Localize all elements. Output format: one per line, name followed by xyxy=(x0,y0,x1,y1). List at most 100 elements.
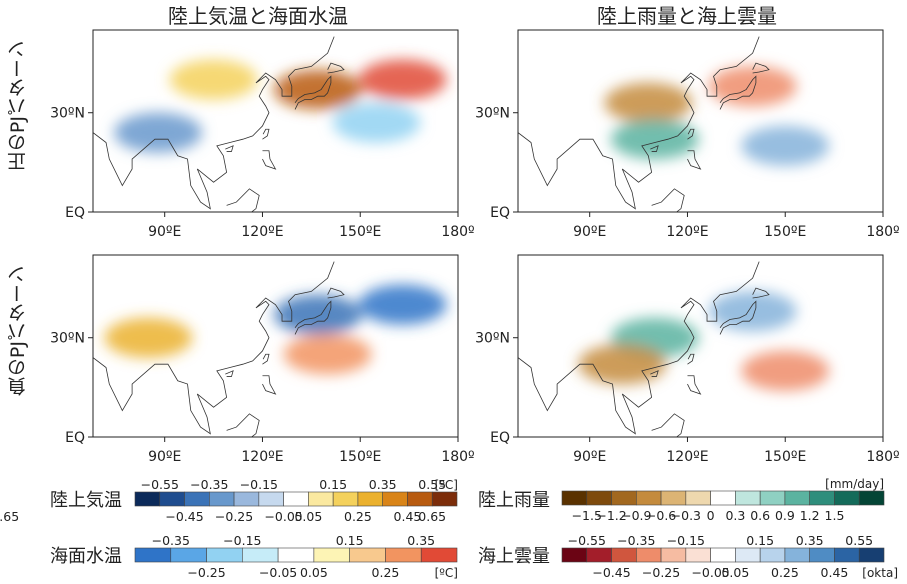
colorbar-tick-label: −0.65 xyxy=(0,509,19,524)
coastline-segment xyxy=(719,300,757,335)
colorbar-swatch xyxy=(759,490,786,506)
colorbar-swatch xyxy=(611,490,637,506)
map-frame xyxy=(517,254,884,438)
colorbar-tick-label: 0.05 xyxy=(300,565,328,580)
colorbar-swatch xyxy=(660,547,687,563)
x-tick-label: 90ºE xyxy=(573,449,606,465)
colorbar-swatch xyxy=(858,547,885,563)
map-panel: 90ºE 120ºE 150ºE 180º 30ºN EQ xyxy=(475,254,900,465)
colorbar-tick-label: −1.5 xyxy=(572,508,602,523)
map-panel: 90ºE 120ºE 150ºE 180º 30ºN EQ xyxy=(50,254,475,465)
x-tick-label: 90ºE xyxy=(573,224,606,240)
x-tick-label: 180º xyxy=(441,224,474,240)
x-tick-label: 120ºE xyxy=(241,224,283,240)
anomaly-center xyxy=(283,334,372,375)
colorbar-swatch xyxy=(636,547,662,563)
colorbar-tick-label: −0.55 xyxy=(141,477,179,492)
colorbar-label: 陸上雨量 xyxy=(478,490,550,511)
colorbar-swatch xyxy=(382,491,408,507)
colorbar-tick-label: −0.6 xyxy=(646,508,676,523)
colorbar-swatch xyxy=(586,547,612,563)
anomaly-blobs xyxy=(114,59,447,153)
x-tick-label: 90ºE xyxy=(148,449,181,465)
coastline-segment xyxy=(651,188,685,212)
colorbar-swatch xyxy=(685,490,711,506)
column-title-precipitation: 陸上雨量と海上雲量 xyxy=(597,4,777,28)
anomaly-field xyxy=(93,261,447,437)
colorbar-swatch xyxy=(357,491,383,507)
colorbar-swatch xyxy=(332,491,359,507)
y-tick-label: EQ xyxy=(65,430,85,446)
colorbar-tick-label: −0.05 xyxy=(264,509,302,524)
anomaly-field xyxy=(93,36,447,212)
coastline-segment xyxy=(226,188,260,212)
colorbar-tick-label: 0.35 xyxy=(369,477,397,492)
colorbar-tick-label: 1.2 xyxy=(800,508,820,523)
colorbar-swatch xyxy=(431,491,458,507)
colorbar-swatch xyxy=(735,490,761,506)
colorbar-swatch xyxy=(834,490,860,506)
anomaly-center xyxy=(114,112,203,153)
colorbar-tick-label: −0.05 xyxy=(691,565,729,580)
colorbar-label: 海上雲量 xyxy=(478,546,550,567)
coastline-segment xyxy=(225,145,234,152)
anomaly-center xyxy=(741,125,830,166)
coastline-segment xyxy=(225,370,234,377)
anomaly-field xyxy=(518,261,830,437)
anomaly-center xyxy=(104,317,193,358)
coastline-segment xyxy=(93,36,335,210)
x-tick-label: 180º xyxy=(866,224,899,240)
map-panel: 90ºE 120ºE 150ºE 180º 30ºN EQ xyxy=(50,29,475,240)
anomaly-center xyxy=(741,350,830,391)
coastline-segment xyxy=(651,413,685,437)
colorbar-tick-label: 0.55 xyxy=(845,533,873,548)
anomaly-center xyxy=(604,82,693,123)
anomaly-field xyxy=(518,36,830,212)
colorbar-tick-label: 0.35 xyxy=(407,533,435,548)
colorbar-swatch xyxy=(134,491,161,507)
colorbar-swatch xyxy=(784,547,810,563)
colorbar-tick-label: −0.15 xyxy=(667,533,705,548)
y-tick-label: 30ºN xyxy=(50,106,85,122)
colorbar-swatch xyxy=(710,490,736,506)
map-frame xyxy=(92,29,459,213)
colorbar-tick-label: −0.35 xyxy=(152,533,190,548)
colorbar-tick-label: 0.9 xyxy=(775,508,795,523)
colorbar-swatch xyxy=(349,547,386,563)
colorbar-tick-label: 0.45 xyxy=(821,565,849,580)
coastline xyxy=(93,261,345,437)
anomaly-center xyxy=(708,291,797,332)
x-tick-label: 150ºE xyxy=(764,224,806,240)
y-tick-label: EQ xyxy=(490,430,510,446)
colorbar-swatch xyxy=(858,490,885,506)
colorbar-swatch xyxy=(561,547,588,563)
colorbar-tick-label: −0.15 xyxy=(223,533,261,548)
colorbar-tick-label: −0.25 xyxy=(187,565,225,580)
coastline-segment xyxy=(687,150,702,170)
y-tick-label: 30ºN xyxy=(475,106,510,122)
map-background xyxy=(518,30,883,212)
colorbar-tick-label: −0.25 xyxy=(642,565,680,580)
colorbar: 海上雲量 −0.55 −0.35 −0.15 0.15 0.35 0.55 −0.45 −0.2… xyxy=(478,533,898,580)
coastline-segment xyxy=(518,36,760,210)
y-tick-label: EQ xyxy=(65,205,85,221)
colorbar-tick-label: 0.65 xyxy=(418,509,446,524)
coastline-segment xyxy=(518,261,760,435)
x-tick-label: 150ºE xyxy=(339,224,381,240)
colorbar-label: 海面水温 xyxy=(50,546,122,567)
colorbar-tick-label: −0.45 xyxy=(592,565,630,580)
coastline-segment xyxy=(262,128,270,140)
colorbar-tick-label: −0.3 xyxy=(671,508,701,523)
anomaly-center xyxy=(358,284,447,325)
coastline-segment xyxy=(687,375,702,395)
colorbar-tick-label: −0.25 xyxy=(215,509,253,524)
colorbar-unit: [ºC] xyxy=(435,566,458,580)
anomaly-center xyxy=(273,69,362,110)
colorbar-swatch xyxy=(710,547,736,563)
anomaly-blobs xyxy=(604,66,830,166)
colorbar-tick-label: 0.15 xyxy=(319,477,347,492)
colorbar-tick-label: 0.25 xyxy=(771,565,799,580)
x-tick-label: 180º xyxy=(866,449,899,465)
colorbar-tick-label: −0.9 xyxy=(621,508,651,523)
